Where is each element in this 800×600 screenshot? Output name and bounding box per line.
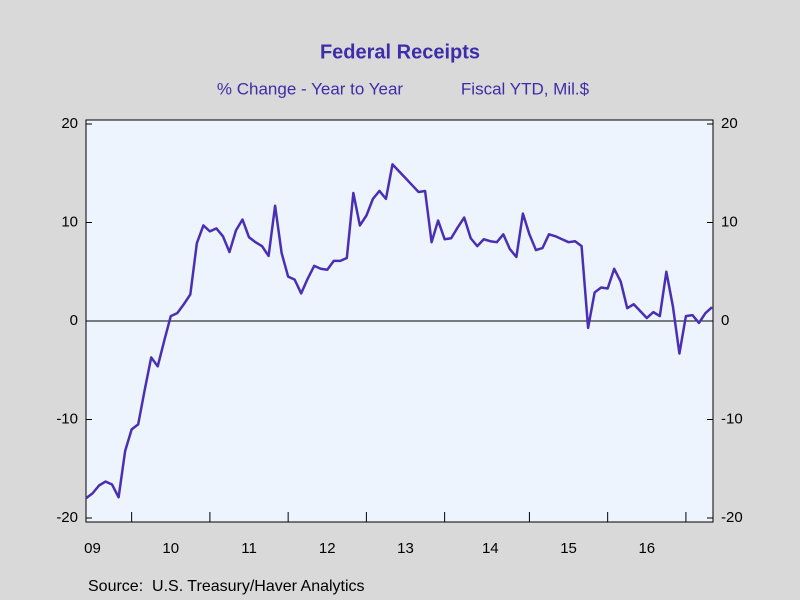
- y2-tick-label: 10: [721, 213, 738, 230]
- y2-tick-label: -10: [721, 410, 743, 427]
- x-tick-label: 11: [241, 540, 257, 557]
- y-tick-label: -10: [56, 410, 78, 427]
- y-tick-label: 0: [70, 312, 78, 329]
- source-note: Source: U.S. Treasury/Haver Analytics: [88, 578, 365, 595]
- x-tick-label: 14: [482, 540, 499, 557]
- units-label: Fiscal YTD, Mil.$: [461, 79, 590, 98]
- x-tick-label: 16: [638, 540, 655, 557]
- x-tick-label: 10: [162, 540, 179, 557]
- data-line: [85, 163, 713, 500]
- x-tick-label: 09: [84, 540, 101, 557]
- x-tick-label: 15: [560, 540, 577, 557]
- y2-tick-label: 0: [721, 312, 729, 329]
- y-tick-label: -20: [56, 509, 78, 526]
- x-tick-label: 13: [397, 540, 414, 557]
- chart-title: Federal Receipts: [320, 41, 480, 63]
- y-tick-label: 10: [61, 213, 78, 230]
- y-tick-label: 20: [61, 115, 78, 132]
- x-tick-label: 12: [319, 540, 336, 557]
- y2-tick-label: 20: [721, 115, 738, 132]
- chart-subtitle: % Change - Year to Year: [217, 79, 404, 98]
- y2-tick-label: -20: [721, 509, 743, 526]
